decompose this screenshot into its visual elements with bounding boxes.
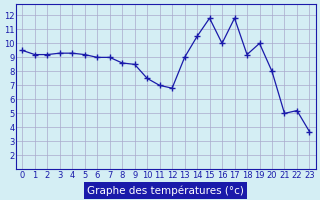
X-axis label: Graphe des températures (°c): Graphe des températures (°c) [87,185,244,196]
